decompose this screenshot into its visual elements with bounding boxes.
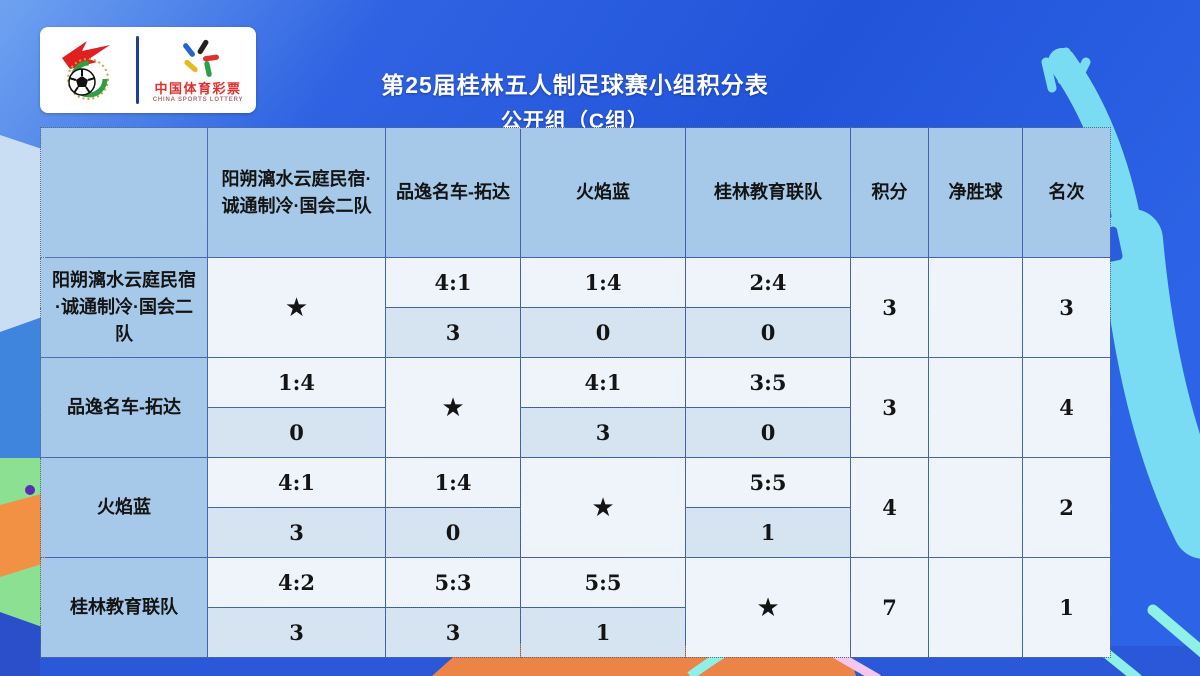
table-subrow: 3 3 1 <box>41 607 1111 658</box>
corner-cell <box>40 127 208 258</box>
table-row: 桂林教育联队 4:2 5:3 5:5 ★ 7 1 <box>40 557 1111 658</box>
table-subrow: 3 0 0 <box>41 307 1111 358</box>
self-star-cell: ★ <box>207 257 386 358</box>
score-cell: 3:5 <box>685 357 851 408</box>
score-cell: 4:1 <box>520 357 686 408</box>
logo-card: 中国体育彩票 CHINA SPORTS LOTTERY <box>40 27 256 113</box>
football-association-icon <box>62 41 110 100</box>
match-points-cell: 3 <box>207 607 386 658</box>
team-row-header: 品逸名车-拓达 <box>40 357 208 458</box>
score-cell: 5:3 <box>385 557 521 608</box>
score-cell: 5:5 <box>520 557 686 608</box>
rank-cell: 4 <box>1022 357 1111 458</box>
page-title: 第25届桂林五人制足球赛小组积分表 公开组（C组） <box>40 66 1110 135</box>
total-points-cell: 7 <box>850 557 929 658</box>
score-cell: 4:1 <box>385 257 521 308</box>
logo-divider <box>135 36 139 104</box>
header-row: 阳朔漓水云庭民宿·诚通制冷·国会二队 品逸名车-拓达 火焰蓝 桂林教育联队 积分… <box>40 127 1111 258</box>
score-cell: 2:4 <box>685 257 851 308</box>
team-row-header: 桂林教育联队 <box>40 557 208 658</box>
table-row: 阳朔漓水云庭民宿·诚通制冷·国会二队 ★ 4:1 1:4 2:4 3 3 <box>40 257 1111 358</box>
self-star-cell: ★ <box>520 457 686 558</box>
match-points-cell: 3 <box>207 507 386 558</box>
rank-cell: 2 <box>1022 457 1111 558</box>
match-points-cell: 0 <box>207 407 386 458</box>
match-points-cell: 1 <box>520 607 686 658</box>
total-points-cell: 3 <box>850 257 929 358</box>
table-subrow: 3 0 1 <box>41 507 1111 558</box>
col-header-rank: 名次 <box>1022 127 1111 258</box>
goal-diff-cell <box>928 557 1023 658</box>
col-header-team-1: 品逸名车-拓达 <box>385 127 521 258</box>
total-points-cell: 4 <box>850 457 929 558</box>
rank-cell: 1 <box>1022 557 1111 658</box>
lottery-name-cn: 中国体育彩票 <box>154 80 242 96</box>
match-points-cell: 0 <box>685 307 851 358</box>
match-points-cell: 0 <box>685 407 851 458</box>
score-cell: 4:2 <box>207 557 386 608</box>
sports-lottery-icon <box>183 39 219 77</box>
title-line-1: 第25届桂林五人制足球赛小组积分表 <box>381 72 769 98</box>
score-cell: 1:4 <box>385 457 521 508</box>
rank-cell: 3 <box>1022 257 1111 358</box>
col-header-team-2: 火焰蓝 <box>520 127 686 258</box>
col-header-team-0: 阳朔漓水云庭民宿·诚通制冷·国会二队 <box>207 127 386 258</box>
goal-diff-cell <box>928 357 1023 458</box>
self-star-cell: ★ <box>685 557 851 658</box>
table-row: 品逸名车-拓达 1:4 ★ 4:1 3:5 3 4 <box>40 357 1111 458</box>
col-header-team-3: 桂林教育联队 <box>685 127 851 258</box>
football-association-logo <box>40 35 134 105</box>
team-row-header: 阳朔漓水云庭民宿·诚通制冷·国会二队 <box>40 257 208 358</box>
match-points-cell: 3 <box>385 307 521 358</box>
goal-diff-cell <box>928 257 1023 358</box>
standings-table: 阳朔漓水云庭民宿·诚通制冷·国会二队 品逸名车-拓达 火焰蓝 桂林教育联队 积分… <box>40 127 1111 658</box>
self-star-cell: ★ <box>385 357 521 458</box>
match-points-cell: 0 <box>385 507 521 558</box>
match-points-cell: 3 <box>385 607 521 658</box>
team-row-header: 火焰蓝 <box>40 457 208 558</box>
match-points-cell: 3 <box>520 407 686 458</box>
goal-diff-cell <box>928 457 1023 558</box>
match-points-cell: 1 <box>685 507 851 558</box>
col-header-goal-diff: 净胜球 <box>928 127 1023 258</box>
total-points-cell: 3 <box>850 357 929 458</box>
col-header-points: 积分 <box>850 127 929 258</box>
score-cell: 5:5 <box>685 457 851 508</box>
table-row: 火焰蓝 4:1 1:4 ★ 5:5 4 2 <box>40 457 1111 558</box>
score-cell: 1:4 <box>207 357 386 408</box>
lottery-name-en: CHINA SPORTS LOTTERY <box>152 96 244 103</box>
table-subrow: 0 3 0 <box>41 407 1111 458</box>
china-sports-lottery-logo: 中国体育彩票 CHINA SPORTS LOTTERY <box>140 38 256 103</box>
score-cell: 4:1 <box>207 457 386 508</box>
match-points-cell: 0 <box>520 307 686 358</box>
score-cell: 1:4 <box>520 257 686 308</box>
